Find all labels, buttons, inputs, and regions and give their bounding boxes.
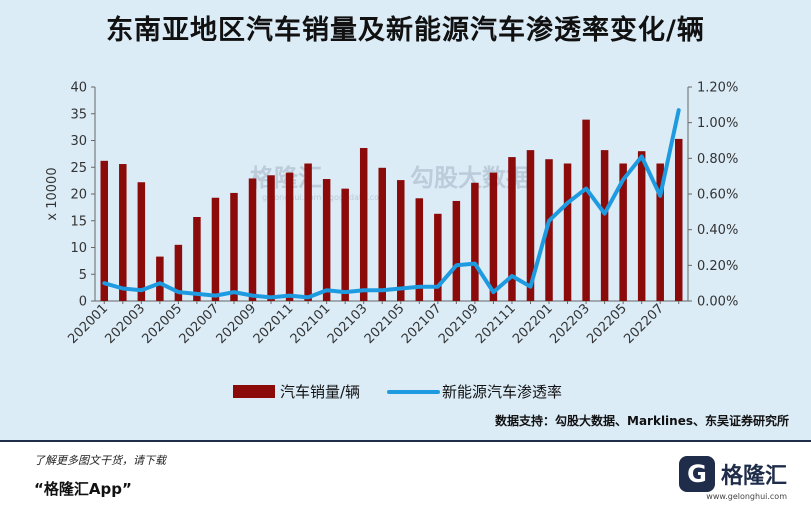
x-tick-label: 202201 xyxy=(510,301,556,347)
bar xyxy=(304,163,312,301)
x-tick-label: 202011 xyxy=(251,301,297,347)
bar xyxy=(508,157,516,301)
brand-url: www.gelonghui.com xyxy=(706,492,787,501)
bar xyxy=(452,200,461,301)
promo-text: 了解更多图文干货，请下载 xyxy=(34,454,166,467)
x-tick-label: 202203 xyxy=(547,301,593,347)
x-tick-label: 202003 xyxy=(102,301,148,347)
y-tick-label: 20 xyxy=(70,188,87,203)
legend-label-line: 新能源汽车渗透率 xyxy=(442,383,562,401)
combo-chart: 格隆汇勾股大数据gelonghui.com · gogudata.com 051… xyxy=(45,81,738,402)
y2-tick-label: 0.00% xyxy=(697,295,738,310)
chart-legend: 汽车销量/辆 新能源汽车渗透率 xyxy=(233,383,562,401)
bar xyxy=(341,188,349,301)
bar xyxy=(434,213,442,301)
bar xyxy=(489,172,498,301)
bar xyxy=(285,172,294,301)
y2-tick-label: 0.80% xyxy=(697,152,738,167)
bar xyxy=(415,198,424,301)
y-tick-label: 5 xyxy=(79,268,87,283)
bar xyxy=(100,160,109,301)
x-tick-label: 202103 xyxy=(325,301,371,347)
x-tick-label: 202107 xyxy=(399,301,445,347)
y2-tick-label: 1.00% xyxy=(697,116,738,131)
y-tick-label: 35 xyxy=(70,107,87,122)
app-name: “格隆汇App” xyxy=(34,480,132,498)
y2-tick-label: 0.20% xyxy=(697,259,738,274)
bar xyxy=(656,163,664,301)
x-tick-label: 202105 xyxy=(362,301,408,347)
bar xyxy=(174,244,183,301)
bar xyxy=(267,175,275,301)
y-tick-label: 30 xyxy=(70,134,87,149)
chart-axes: 0 5 10 15 20 25 30 35 40 0.00% 0.20% 0.40% 0.60% 0.80… xyxy=(45,81,738,347)
brand-logo[interactable]: G 格隆汇 xyxy=(678,456,787,492)
bar xyxy=(119,164,127,301)
legend-swatch-bar xyxy=(233,385,275,398)
bar xyxy=(471,182,479,301)
x-tick-label: 202009 xyxy=(214,301,260,347)
bar xyxy=(193,217,201,301)
y-tick-label: 25 xyxy=(70,161,87,176)
bar xyxy=(322,179,331,301)
bar xyxy=(526,150,535,301)
bar xyxy=(156,256,164,301)
bar xyxy=(545,159,553,301)
bar xyxy=(619,163,627,301)
x-tick-label: 202001 xyxy=(65,301,111,347)
page-title: 东南亚地区汽车销量及新能源汽车渗透率变化/辆 xyxy=(106,15,705,46)
bar xyxy=(359,147,368,301)
bar xyxy=(582,119,590,301)
bar-series xyxy=(100,119,683,301)
footer-banner: 了解更多图文干货，请下载 “格隆汇App” G 格隆汇 www.gelonghu… xyxy=(0,440,811,513)
bar xyxy=(211,197,220,301)
y-tick-label: 40 xyxy=(70,81,87,96)
bar xyxy=(600,150,609,301)
x-tick-label: 202111 xyxy=(473,301,519,347)
y-tick-label: 10 xyxy=(70,241,87,256)
x-tick-label: 202207 xyxy=(621,301,667,347)
footer-divider xyxy=(0,440,811,442)
brand-g-icon: G xyxy=(678,456,715,492)
x-tick-label: 202205 xyxy=(584,301,630,347)
bar xyxy=(248,178,257,301)
x-tick-label: 202101 xyxy=(288,301,334,347)
bar xyxy=(674,138,683,301)
y2-tick-label: 1.20% xyxy=(697,81,738,96)
bar xyxy=(137,182,146,301)
bar xyxy=(397,180,405,301)
x-tick-label: 202005 xyxy=(140,301,186,347)
bar xyxy=(563,163,572,301)
y-axis-label: x 10000 xyxy=(45,167,60,220)
x-tick-label: 202109 xyxy=(436,301,482,347)
x-tick-label: 202007 xyxy=(177,301,223,347)
y-tick-label: 15 xyxy=(70,214,87,229)
line-series xyxy=(102,108,681,300)
bar xyxy=(230,192,238,301)
brand-name: 格隆汇 xyxy=(720,464,787,489)
y2-tick-label: 0.60% xyxy=(697,188,738,203)
source-note: 数据支持：勾股大数据、Marklines、东吴证券研究所 xyxy=(495,414,789,428)
penetration-line xyxy=(102,108,681,300)
y2-tick-label: 0.40% xyxy=(697,223,738,238)
bar xyxy=(637,151,646,301)
bar xyxy=(378,167,386,301)
legend-label-bar: 汽车销量/辆 xyxy=(280,383,360,401)
y-tick-label: 0 xyxy=(79,295,87,310)
